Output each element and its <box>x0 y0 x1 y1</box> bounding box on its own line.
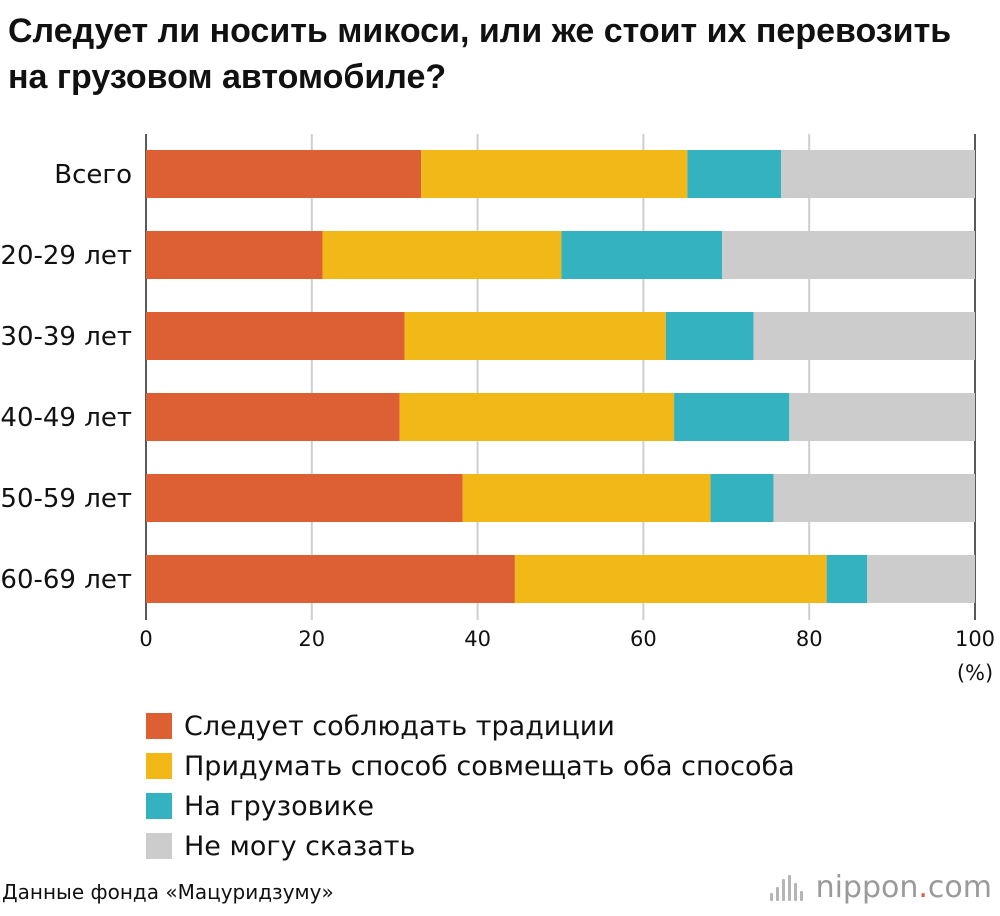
x-tick-labels: 0 20 40 60 80 100 <box>139 627 995 651</box>
bar-segment <box>421 150 688 198</box>
stacked-bar-chart: Всего 20-29 лет 30-39 лет 40-49 лет 50-59 ле… <box>0 134 995 685</box>
legend-item: На грузовике <box>146 786 795 826</box>
legend-swatch <box>146 833 172 859</box>
bar-segment <box>789 393 975 441</box>
legend-label: На грузовике <box>184 790 374 822</box>
bar-segment <box>722 231 975 279</box>
x-tick-label: 20 <box>298 627 325 651</box>
category-labels: Всего 20-29 лет 30-39 лет 40-49 лет 50-59 ле… <box>0 160 132 595</box>
bar-segment <box>146 150 422 198</box>
bar-segment <box>146 393 400 441</box>
brand-suffix: com <box>927 870 992 905</box>
bar-segment <box>710 474 774 522</box>
x-tick-label: 100 <box>955 627 995 651</box>
legend-item: Следует соблюдать традиции <box>146 706 795 746</box>
bar-segment <box>146 555 515 603</box>
x-tick-label: 40 <box>464 627 491 651</box>
bar-segment <box>322 231 562 279</box>
legend-label: Следует соблюдать традиции <box>184 710 615 742</box>
category-label: 30-39 лет <box>0 322 132 352</box>
nippon-logo-icon <box>769 874 806 901</box>
legend-item: Не могу сказать <box>146 826 795 866</box>
legend-swatch <box>146 713 172 739</box>
bar-segment <box>399 393 675 441</box>
bar-segment <box>674 393 790 441</box>
bar-segment <box>753 312 975 360</box>
x-tick-label: 0 <box>139 627 152 651</box>
legend-swatch <box>146 753 172 779</box>
chart-title: Следует ли носить микоси, или же стоит и… <box>8 12 952 96</box>
category-label: Всего <box>54 160 132 190</box>
category-label: 40-49 лет <box>0 403 132 433</box>
bar-segment <box>146 474 463 522</box>
x-tick-label: 80 <box>796 627 823 651</box>
bar-segment <box>146 231 323 279</box>
legend: Следует соблюдать традиции Придумать спо… <box>146 706 795 866</box>
x-tick-label: 60 <box>630 627 657 651</box>
bar-segment <box>146 312 405 360</box>
category-label: 20-29 лет <box>0 241 132 271</box>
legend-swatch <box>146 793 172 819</box>
brand-name: nippon <box>815 870 919 905</box>
bar-segment <box>687 150 782 198</box>
bars <box>146 150 975 603</box>
category-label: 50-59 лет <box>0 484 132 514</box>
bar-segment <box>665 312 754 360</box>
bar-segment <box>826 555 868 603</box>
bar-segment <box>462 474 711 522</box>
bar-segment <box>514 555 827 603</box>
gridlines <box>145 134 976 620</box>
brand-dot: . <box>918 870 928 905</box>
category-label: 60-69 лет <box>0 565 132 595</box>
bar-segment <box>561 231 723 279</box>
source-note: Данные фонда «Мацуридзуму» <box>2 880 334 904</box>
nippon-logo: nippon. com <box>769 870 992 905</box>
legend-item: Придумать способ совмещать оба способа <box>146 746 795 786</box>
bar-segment <box>404 312 666 360</box>
legend-label: Не могу сказать <box>184 830 416 862</box>
bar-segment <box>867 555 975 603</box>
bar-segment <box>781 150 975 198</box>
bar-segment <box>773 474 975 522</box>
legend-label: Придумать способ совмещать оба способа <box>184 750 795 782</box>
x-axis-unit: (%) <box>957 661 993 685</box>
